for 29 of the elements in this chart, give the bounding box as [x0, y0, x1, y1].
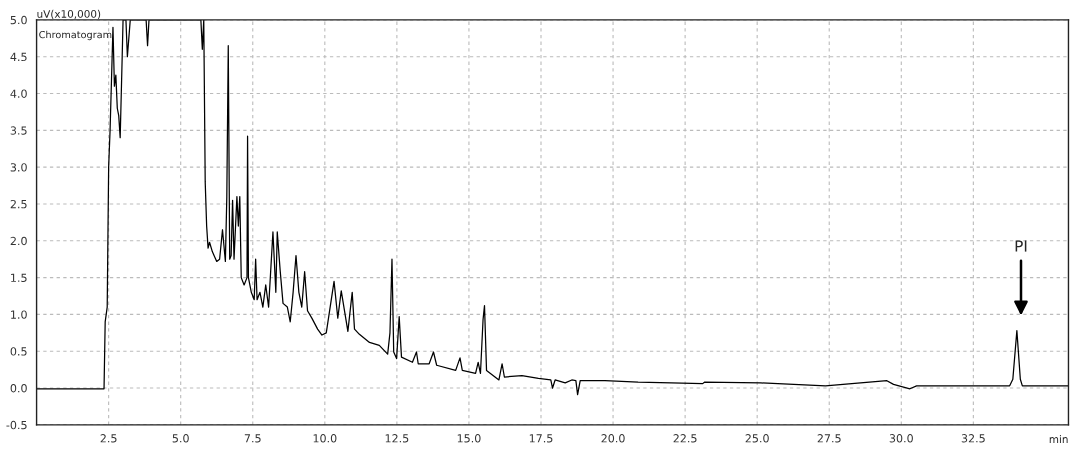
x-tick-label: 20.0 — [601, 434, 625, 443]
x-tick-label: 22.5 — [673, 434, 697, 443]
y-tick-label: -0.5 — [6, 420, 27, 430]
y-axis-title: uV(x10,000) — [37, 9, 101, 20]
x-tick-label: 5.0 — [172, 434, 189, 443]
x-axis-title: min — [1049, 435, 1068, 443]
x-tick-label: 17.5 — [529, 434, 553, 443]
y-tick-label: 3.0 — [10, 163, 27, 172]
y-tick-label: 2.5 — [10, 199, 27, 209]
y-tick-label: 1.0 — [11, 310, 27, 319]
y-tick-label: 4.0 — [10, 89, 27, 98]
y-tick-label: 3.5 — [10, 126, 27, 135]
y-tick-label: 5.0 — [10, 15, 27, 25]
x-tick-label: 15.0 — [457, 434, 481, 443]
y-tick-label: 4.5 — [10, 52, 27, 62]
x-tick-label: 25.0 — [745, 434, 769, 443]
x-tick-label: 32.5 — [961, 434, 985, 443]
x-tick-label: 27.5 — [817, 434, 841, 443]
x-tick-label: 7.5 — [244, 434, 261, 443]
annotation: Chromatogram — [39, 30, 112, 41]
x-tick-label: 30.0 — [889, 434, 913, 443]
x-tick-label: 10.0 — [313, 434, 337, 443]
x-tick-label: 2.5 — [100, 434, 117, 443]
y-tick-label: 2.0 — [10, 236, 27, 246]
y-tick-label: 0.5 — [10, 347, 27, 356]
x-tick-label: 12.5 — [385, 434, 409, 443]
y-tick-label: 1.5 — [11, 273, 27, 282]
annotation: PI — [1015, 240, 1027, 252]
y-tick-label: 0.0 — [10, 384, 27, 393]
